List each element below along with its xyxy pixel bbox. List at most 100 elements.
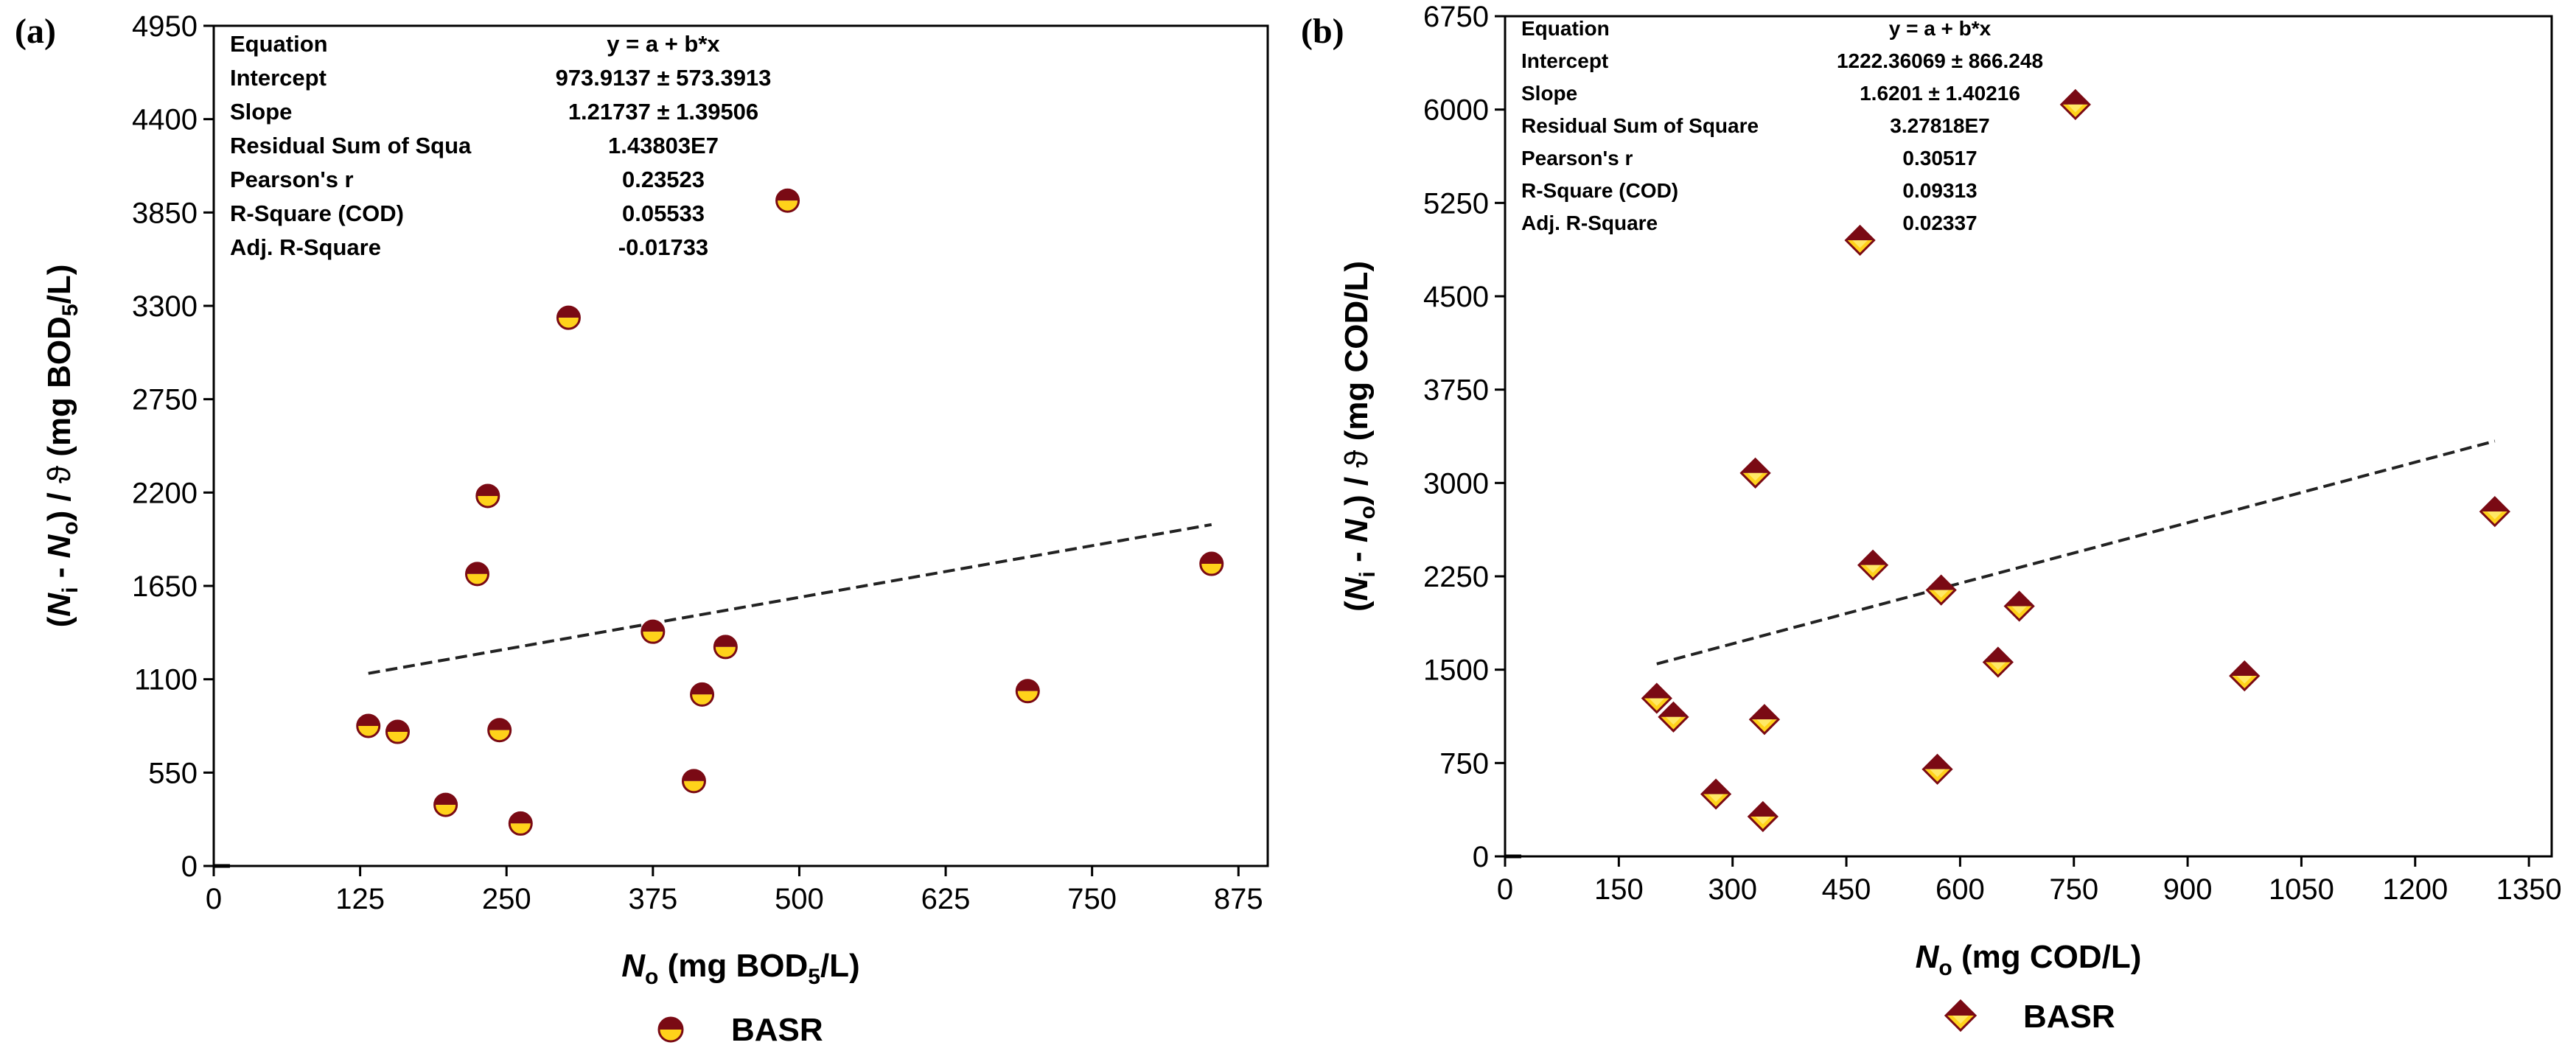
- panel-a-y-axis: 0 550 1100 1650 2200 2750 3300 3850 4400 4950: [132, 10, 214, 883]
- y-tick-label: 2250: [1423, 561, 1489, 593]
- x-tick-label: 450: [1822, 873, 1871, 906]
- stats-label: Equation: [1521, 17, 1610, 40]
- data-point: [508, 811, 533, 836]
- x-tick-label: 600: [1936, 873, 1985, 906]
- x-tick-label: 150: [1594, 873, 1644, 906]
- y-tick-label: 750: [1439, 747, 1489, 780]
- stats-value: 1.43803E7: [608, 133, 719, 158]
- panel-a-legend-label: BASR: [731, 1012, 823, 1048]
- y-title-open: (: [41, 616, 77, 627]
- data-point: [1747, 800, 1779, 833]
- stats-value: 3.27818E7: [1890, 114, 1989, 137]
- y-tick-label: 3000: [1423, 467, 1489, 500]
- stats-label: Adj. R-Square: [1521, 212, 1658, 234]
- stats-label: Residual Sum of Square: [1521, 114, 1759, 137]
- x-tick-label: 500: [775, 883, 824, 915]
- stats-value: 1222.36069 ± 866.248: [1837, 49, 2043, 72]
- panel-a-points: [356, 188, 1224, 836]
- panel-b-fit-line-group: [1656, 439, 2496, 666]
- y-tick-label: 4400: [132, 104, 198, 136]
- panel-b-x-axis-title: No (mg COD/L): [1916, 939, 2142, 980]
- data-point: [1015, 679, 1040, 704]
- legend-symbol: [1944, 999, 1978, 1033]
- y-title-unit-end: /L): [41, 265, 77, 304]
- y-title-no-sub: o: [1355, 506, 1380, 519]
- data-point: [2059, 88, 2091, 121]
- y-tick-label: 1500: [1423, 654, 1489, 687]
- panel-a-fit-line-group: [368, 523, 1212, 675]
- x-title-unit-sub: 5: [808, 965, 820, 989]
- data-point: [681, 769, 706, 794]
- stats-label: Intercept: [230, 65, 327, 91]
- legend-marker-diamond: [1944, 999, 1978, 1033]
- data-point: [433, 792, 458, 817]
- y-tick-label: 0: [1473, 841, 1489, 873]
- panel-a-plot-frame: [212, 24, 1269, 867]
- y-title-unit-sub: 5: [58, 304, 83, 316]
- stats-value: 0.23523: [622, 167, 705, 192]
- x-tick-label: 750: [2049, 873, 2098, 906]
- data-point: [1982, 646, 2014, 678]
- x-tick-label: 1200: [2382, 873, 2448, 906]
- y-title-theta: ϑ: [41, 466, 77, 483]
- data-point: [1658, 701, 1689, 733]
- panel-a-x-axis: 0 125 250 375 500 625 750 875: [206, 864, 1263, 915]
- x-title-no: N: [1916, 939, 1940, 975]
- x-title-no-sub: o: [1938, 956, 1952, 980]
- stats-value: 1.6201 ± 1.40216: [1860, 82, 2020, 105]
- stats-value: 0.05533: [622, 200, 705, 226]
- y-tick-label: 2750: [132, 384, 198, 416]
- x-tick-label: 750: [1067, 883, 1117, 915]
- panel-a-x-axis-title: No (mg BOD5/L): [621, 948, 859, 989]
- y-title-ni-sub: i: [1355, 571, 1380, 577]
- panel-b-points: [1641, 88, 2510, 833]
- y-tick-label: 3850: [132, 197, 198, 229]
- stats-label: Pearson's r: [230, 167, 354, 192]
- x-tick-label: 300: [1708, 873, 1757, 906]
- data-point: [640, 619, 666, 644]
- y-tick-label: 6000: [1423, 94, 1489, 127]
- x-tick-label: 1350: [2496, 873, 2562, 906]
- stats-label: Slope: [230, 99, 292, 125]
- data-point: [775, 188, 800, 213]
- data-point: [487, 718, 512, 743]
- data-point: [1641, 682, 1672, 714]
- y-tick-label: 1100: [134, 664, 198, 696]
- data-point: [690, 682, 715, 707]
- data-point: [1748, 704, 1781, 736]
- data-point: [2479, 496, 2510, 528]
- y-title-unit: (mg BOD: [41, 316, 77, 466]
- stats-label: Residual Sum of Squa: [230, 133, 472, 158]
- y-title-open: (: [1338, 601, 1375, 612]
- stats-value: y = a + b*x: [607, 31, 720, 57]
- y-tick-label: 5250: [1423, 187, 1489, 220]
- stats-label: Intercept: [1521, 49, 1608, 72]
- panel-a-label: (a): [15, 12, 56, 51]
- data-point: [1199, 551, 1224, 576]
- stats-value: 0.30517: [1902, 147, 1977, 170]
- data-point: [713, 635, 738, 660]
- panel-b-legend-label: BASR: [2023, 999, 2115, 1035]
- stats-value: 973.9137 ± 573.3913: [556, 65, 772, 91]
- data-point: [1739, 457, 1771, 489]
- panel-a-legend: BASR: [657, 1012, 823, 1048]
- data-point: [465, 562, 489, 587]
- x-tick-label: 0: [206, 883, 222, 915]
- data-point: [1844, 224, 1876, 256]
- y-tick-label: 3750: [1423, 374, 1489, 407]
- panel-b-y-axis-title: (Ni - No) / ϑ (mg COD/L): [1338, 261, 1380, 612]
- x-tick-label: 900: [2163, 873, 2213, 906]
- legend-symbol: [657, 1016, 684, 1043]
- y-title-mid: ) /: [1338, 468, 1375, 506]
- y-tick-label: 6750: [1423, 1, 1489, 33]
- y-tick-label: 0: [181, 850, 198, 883]
- panel-a-stats-table: Equation y = a + b*x Intercept 973.9137 …: [230, 31, 771, 260]
- data-point: [1857, 549, 1889, 581]
- x-title-no-sub: o: [645, 965, 658, 989]
- x-tick-label: 625: [921, 883, 971, 915]
- stats-value: 0.02337: [1902, 212, 1977, 234]
- panel-b: (b) 075015002250300037504500525060006750…: [1301, 1, 2562, 1035]
- panel-b-y-axis: 0 750 1500 2250 3000 3750 4500 5250 6000 6750: [1423, 1, 1505, 873]
- y-title-no: N: [1338, 518, 1375, 542]
- data-point: [1700, 778, 1732, 810]
